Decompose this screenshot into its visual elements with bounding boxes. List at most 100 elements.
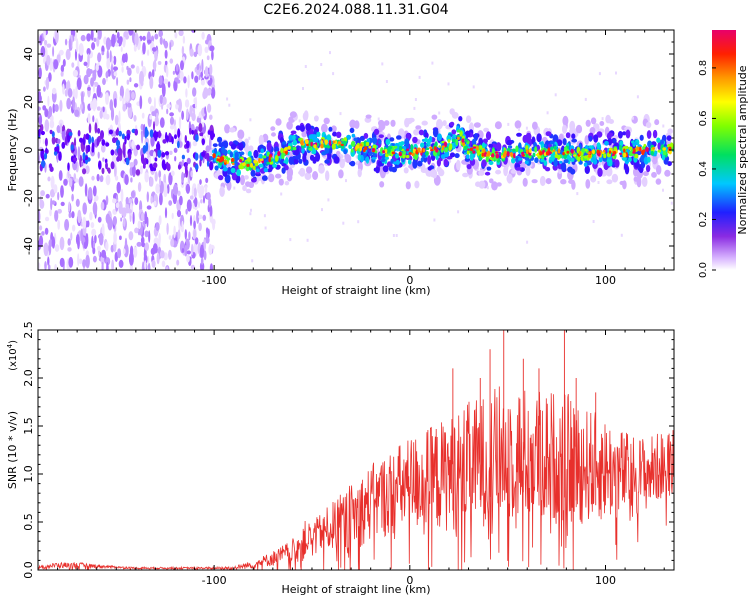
noise-speckle	[159, 176, 161, 186]
noise-speckle	[193, 228, 197, 240]
noise-core	[206, 159, 210, 167]
noise-speckle	[45, 193, 50, 199]
noise-speckle	[134, 197, 139, 206]
ridge-cell	[539, 151, 543, 156]
ridge-cell	[306, 143, 309, 147]
ridge-cell	[371, 156, 377, 160]
noise-speckle	[194, 75, 199, 83]
halo-speckle	[447, 82, 450, 86]
ridge-cell	[458, 116, 463, 122]
snr-line	[38, 386, 674, 570]
noise-core	[101, 139, 106, 146]
noise-speckle	[91, 228, 97, 237]
ridge-cell	[476, 145, 479, 151]
snr-ticks: -100 0 100 0.0 0.5 1.0 1.5 2.0 2.5	[22, 321, 674, 587]
noise-speckle	[154, 33, 159, 40]
noise-speckle	[121, 53, 127, 64]
ridge-cell	[619, 152, 622, 155]
noise-speckle	[55, 30, 59, 44]
noise-speckle	[47, 256, 50, 266]
halo-speckle	[251, 259, 254, 263]
noise-core	[115, 129, 120, 136]
ridge-cell	[365, 114, 372, 119]
ridge-cell	[553, 158, 558, 167]
noise-speckle	[118, 110, 121, 124]
ridge-cell	[410, 144, 414, 151]
noise-speckle	[178, 30, 184, 37]
noise-speckle	[43, 242, 49, 257]
noise-core	[61, 141, 66, 149]
noise-speckle	[120, 217, 123, 222]
ridge-cell	[566, 150, 570, 154]
ridge-cell	[223, 159, 227, 163]
noise-speckle	[159, 36, 163, 45]
noise-speckle	[194, 197, 198, 208]
noise-core	[40, 130, 46, 136]
ridge-cell	[438, 145, 442, 148]
noise-speckle	[116, 77, 119, 86]
ridge-cell	[231, 162, 235, 165]
ridge-cell	[287, 140, 292, 144]
noise-speckle	[162, 96, 167, 105]
noise-speckle	[151, 111, 156, 117]
noise-speckle	[123, 31, 129, 38]
noise-speckle	[101, 51, 105, 56]
noise-speckle	[200, 79, 205, 86]
noise-speckle	[47, 264, 51, 270]
ridge-cell	[405, 181, 411, 190]
noise-speckle	[137, 220, 141, 230]
ridge-cell	[245, 188, 252, 194]
ridge-cell	[403, 167, 409, 174]
noise-speckle	[94, 122, 98, 134]
noise-speckle	[58, 170, 63, 181]
noise-speckle	[197, 184, 201, 194]
ridge-cell	[540, 158, 545, 163]
noise-speckle	[43, 30, 46, 39]
ridge-cell	[258, 134, 264, 146]
noise-core	[58, 151, 62, 162]
halo-speckle	[321, 208, 323, 212]
noise-speckle	[98, 232, 104, 246]
ridge-cell	[321, 151, 327, 156]
ridge-cell	[425, 147, 430, 150]
ridge-cell	[285, 149, 288, 155]
noise-speckle	[203, 250, 207, 261]
ridge-cell	[281, 141, 287, 145]
ridge-cell	[601, 151, 605, 155]
ridge-cell	[636, 146, 640, 151]
noise-speckle	[144, 260, 147, 270]
ridge-cell	[534, 157, 539, 164]
ridge-cell	[549, 156, 554, 161]
noise-speckle	[44, 227, 49, 235]
y-tick-label: 2.5	[22, 321, 35, 339]
ridge-cell	[534, 146, 538, 153]
ridge-cell	[662, 147, 666, 151]
noise-speckle	[157, 61, 162, 65]
ridge-cell	[651, 154, 658, 165]
ridge-cell	[481, 152, 485, 157]
noise-speckle	[197, 44, 203, 57]
ridge-cell	[489, 178, 494, 184]
ridge-cell	[490, 154, 495, 157]
ridge-cell	[309, 154, 315, 161]
noise-speckle	[114, 251, 119, 262]
noise-speckle	[114, 42, 119, 47]
noise-speckle	[83, 61, 88, 66]
noise-speckle	[208, 243, 213, 256]
noise-speckle	[117, 248, 122, 259]
ridge-cell	[359, 146, 363, 151]
ridge-cell	[571, 138, 578, 143]
noise-speckle	[205, 177, 209, 184]
ridge-cell	[462, 142, 466, 146]
noise-speckle	[149, 115, 152, 120]
halo-speckle	[525, 126, 528, 130]
noise-speckle	[48, 72, 52, 82]
noise-speckle	[164, 60, 168, 66]
ridge-cell	[632, 151, 636, 154]
ridge-cell	[302, 111, 309, 121]
ridge-cell	[295, 125, 301, 131]
noise-speckle	[50, 188, 55, 198]
noise-core	[201, 138, 205, 146]
ridge-cell	[384, 149, 388, 154]
ridge-cell	[430, 151, 434, 157]
